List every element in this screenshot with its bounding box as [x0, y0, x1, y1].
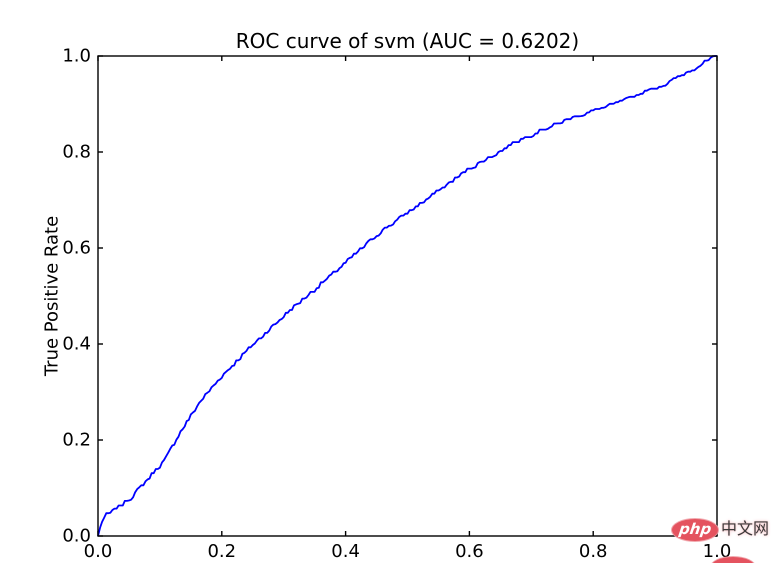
watermark-php-logo-partial [711, 557, 755, 563]
roc-curve-line [97, 55, 717, 537]
watermark-php-logo: php [672, 519, 718, 541]
x-tick-label: 1.0 [702, 541, 732, 562]
y-tick-label: 1.0 [62, 45, 91, 67]
axis-ticks [97, 55, 718, 537]
x-tick-label: 0.0 [83, 541, 113, 562]
axes-frame [97, 55, 718, 537]
watermark-site-text: 中文网 [721, 519, 770, 538]
y-axis-label: True Positive Rate [41, 215, 63, 377]
x-tick-label: 0.2 [207, 541, 237, 562]
y-tick-label: 0.6 [62, 237, 91, 259]
x-tick-label: 0.6 [455, 541, 484, 562]
y-tick-label: 0.4 [62, 333, 91, 355]
chart-title: ROC curve of svm (AUC = 0.6202) [235, 29, 580, 53]
x-tick-label: 0.4 [331, 541, 360, 562]
y-tick-label: 0.0 [62, 525, 91, 547]
x-tick-label: 0.8 [578, 541, 608, 562]
y-tick-label: 0.8 [62, 141, 91, 163]
y-tick-label: 0.2 [62, 429, 91, 451]
watermark-php-logo-text: php [677, 520, 713, 538]
